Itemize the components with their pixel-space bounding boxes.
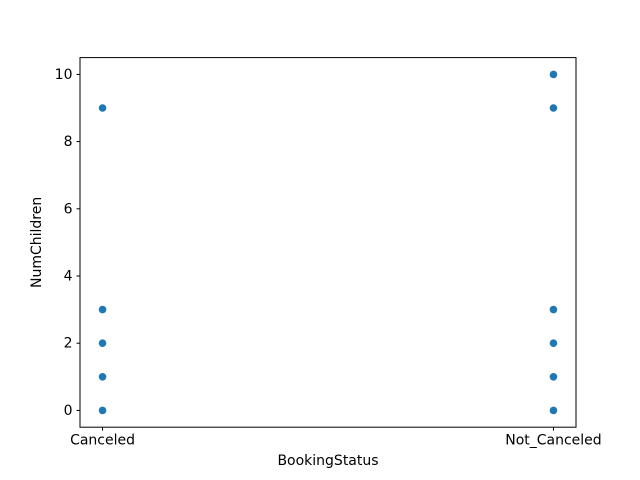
data-point	[549, 339, 558, 348]
x-tick-label: Not_Canceled	[505, 433, 601, 449]
y-tick-label: 0	[64, 403, 73, 419]
y-tick-label: 10	[55, 67, 73, 83]
y-tick-label: 6	[64, 201, 73, 217]
data-point	[98, 373, 107, 381]
plot-area-border	[79, 57, 577, 428]
y-axis-label: NumChildren	[29, 197, 45, 288]
data-point	[549, 70, 558, 79]
y-tick-label: 2	[64, 336, 73, 352]
data-point	[549, 373, 558, 381]
y-tick-label: 4	[64, 268, 73, 284]
data-point	[98, 104, 107, 112]
x-axis-ticks: Canceled Not_Canceled	[70, 427, 602, 449]
data-point	[98, 406, 107, 415]
data-point	[98, 305, 107, 314]
data-point	[98, 339, 107, 348]
y-axis-ticks: 0 2 4 6 8 10	[55, 67, 80, 419]
x-axis-label: BookingStatus	[277, 453, 378, 469]
data-point	[549, 104, 558, 112]
x-tick-label: Canceled	[70, 433, 135, 449]
y-tick-label: 8	[64, 134, 73, 150]
data-point	[549, 305, 558, 314]
data-point	[549, 406, 558, 415]
data-points	[98, 70, 558, 415]
